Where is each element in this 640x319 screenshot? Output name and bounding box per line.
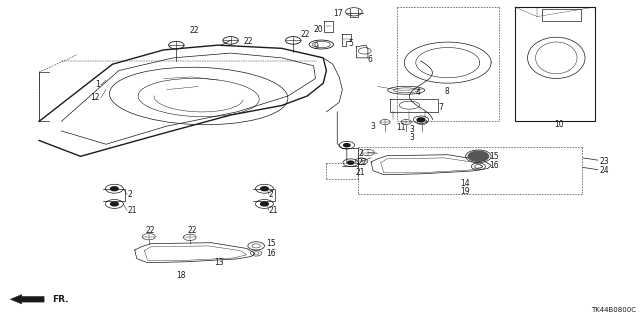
- Text: 20: 20: [314, 25, 323, 34]
- Text: 17: 17: [333, 9, 342, 18]
- Text: 3: 3: [410, 133, 414, 142]
- Text: 23: 23: [600, 157, 609, 166]
- Text: 19: 19: [461, 187, 470, 196]
- Bar: [542, 9, 580, 21]
- Text: 22: 22: [243, 38, 253, 47]
- Text: 2: 2: [269, 190, 274, 199]
- Text: 5: 5: [349, 39, 354, 48]
- Circle shape: [111, 202, 118, 206]
- Text: 22: 22: [189, 26, 198, 35]
- Text: 21: 21: [269, 206, 278, 215]
- Circle shape: [468, 151, 488, 161]
- Text: 18: 18: [176, 271, 186, 280]
- Text: 7: 7: [438, 103, 443, 112]
- Circle shape: [260, 187, 268, 191]
- Circle shape: [111, 187, 118, 191]
- Text: 14: 14: [461, 179, 470, 188]
- Text: 9: 9: [314, 42, 319, 51]
- Text: 10: 10: [555, 120, 564, 129]
- Text: 1: 1: [95, 80, 100, 89]
- Text: 13: 13: [214, 258, 224, 267]
- Text: 3: 3: [410, 125, 414, 134]
- Text: 3: 3: [371, 122, 376, 131]
- Text: 22: 22: [188, 226, 197, 235]
- Circle shape: [344, 144, 350, 147]
- Text: FR.: FR.: [52, 295, 68, 304]
- Text: 6: 6: [368, 55, 372, 64]
- FancyArrow shape: [10, 294, 44, 304]
- Text: 2: 2: [127, 190, 132, 199]
- Text: 2: 2: [358, 149, 363, 158]
- Text: 4: 4: [416, 88, 420, 97]
- Text: 22: 22: [301, 30, 310, 39]
- Text: TK44B0800C: TK44B0800C: [591, 307, 636, 313]
- Circle shape: [348, 161, 354, 164]
- Text: 16: 16: [266, 249, 275, 258]
- Text: 21: 21: [355, 168, 365, 177]
- Text: 8: 8: [445, 87, 449, 96]
- Text: 22: 22: [357, 158, 367, 167]
- Text: 22: 22: [145, 226, 155, 235]
- Circle shape: [417, 118, 425, 122]
- Circle shape: [260, 202, 268, 206]
- Text: 21: 21: [127, 206, 136, 215]
- Text: 12: 12: [90, 93, 100, 102]
- Text: 15: 15: [489, 152, 499, 161]
- Text: 11: 11: [397, 123, 406, 132]
- Text: 15: 15: [266, 239, 275, 248]
- Text: 24: 24: [600, 166, 609, 175]
- Text: 16: 16: [489, 161, 499, 170]
